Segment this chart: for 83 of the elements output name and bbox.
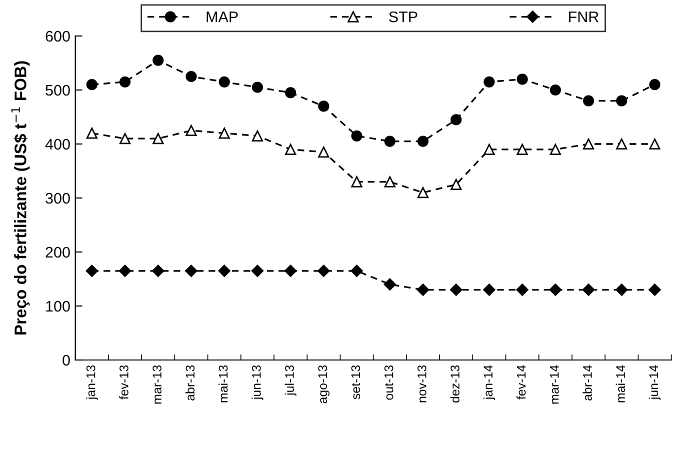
- point: [550, 144, 561, 155]
- point: [251, 264, 264, 277]
- x-tick-label: mai-14: [616, 365, 625, 402]
- point: [86, 264, 98, 277]
- point: [218, 264, 230, 277]
- point: [351, 130, 362, 142]
- point: [284, 264, 297, 277]
- point: [119, 133, 131, 144]
- y-tick-label: 300: [46, 192, 70, 204]
- x-tick-label: nov-13: [417, 365, 426, 402]
- x-tick-label: jun-14: [648, 365, 661, 400]
- point: [218, 128, 230, 139]
- point: [649, 79, 660, 90]
- point: [384, 278, 396, 290]
- y-tick-label: 500: [46, 84, 70, 96]
- x-tick-label: jan-13: [86, 365, 98, 400]
- point: [616, 138, 628, 150]
- point: [649, 138, 660, 150]
- point: [351, 176, 362, 188]
- point: [152, 264, 164, 277]
- y-tick-label: 400: [45, 138, 70, 150]
- point: [350, 264, 363, 277]
- x-tick-label: out-13: [384, 365, 394, 400]
- point: [417, 187, 429, 198]
- point: [285, 87, 296, 98]
- x-tick-label: fev-13: [119, 365, 128, 400]
- point: [450, 284, 462, 296]
- point: [384, 176, 396, 188]
- x-tick-label: abr-13: [185, 365, 195, 400]
- point: [384, 136, 396, 147]
- point: [616, 95, 628, 106]
- x-tick-label: jan-14: [483, 365, 496, 400]
- y-axis-title: Preço do fertilizante (US$ t$^{−1}$ FOB): [11, 61, 30, 335]
- point: [450, 178, 462, 190]
- x-tick-label: jun-13: [252, 365, 264, 400]
- x-tick-label: fev-14: [516, 365, 526, 400]
- point: [318, 100, 330, 112]
- point: [616, 284, 628, 296]
- point: [119, 76, 131, 88]
- point: [582, 95, 594, 106]
- point: [582, 138, 594, 150]
- y-tick-label: 100: [46, 300, 70, 312]
- point: [185, 264, 198, 277]
- x-tick-label: set-13: [351, 365, 360, 400]
- point: [152, 133, 164, 144]
- legend-label: FNR: [569, 12, 598, 22]
- point: [484, 76, 495, 88]
- point: [516, 144, 528, 155]
- point: [118, 264, 132, 277]
- legend-label: MAP: [206, 12, 238, 22]
- x-tick-label: dez-13: [450, 365, 460, 403]
- point: [252, 82, 263, 93]
- point: [549, 284, 562, 296]
- y-tick-label: 200: [46, 246, 70, 258]
- x-tick-label: mai-13: [218, 365, 228, 402]
- point: [152, 54, 164, 66]
- point: [648, 284, 661, 296]
- point: [252, 130, 263, 142]
- point: [86, 128, 98, 139]
- point: [550, 84, 561, 96]
- x-tick-label: ago-13: [318, 365, 330, 404]
- point: [186, 124, 197, 136]
- x-tick-label: mar-13: [152, 365, 162, 404]
- point: [483, 284, 496, 296]
- x-tick-label: abr-14: [582, 365, 592, 400]
- point: [318, 264, 330, 277]
- point: [484, 144, 495, 155]
- point: [416, 284, 430, 296]
- point: [516, 74, 528, 85]
- point: [318, 146, 330, 158]
- point: [417, 136, 429, 147]
- point: [516, 284, 528, 296]
- point: [186, 70, 197, 82]
- point: [285, 144, 296, 155]
- point: [450, 114, 462, 126]
- point: [582, 284, 595, 296]
- x-tick-label: jul-13: [284, 365, 296, 396]
- point: [86, 79, 98, 90]
- legend-label: STP: [389, 11, 418, 22]
- x-tick-label: mar-14: [550, 365, 559, 404]
- y-tick-label: 0: [62, 354, 70, 366]
- y-tick-label: 600: [46, 30, 70, 42]
- point: [218, 76, 230, 88]
